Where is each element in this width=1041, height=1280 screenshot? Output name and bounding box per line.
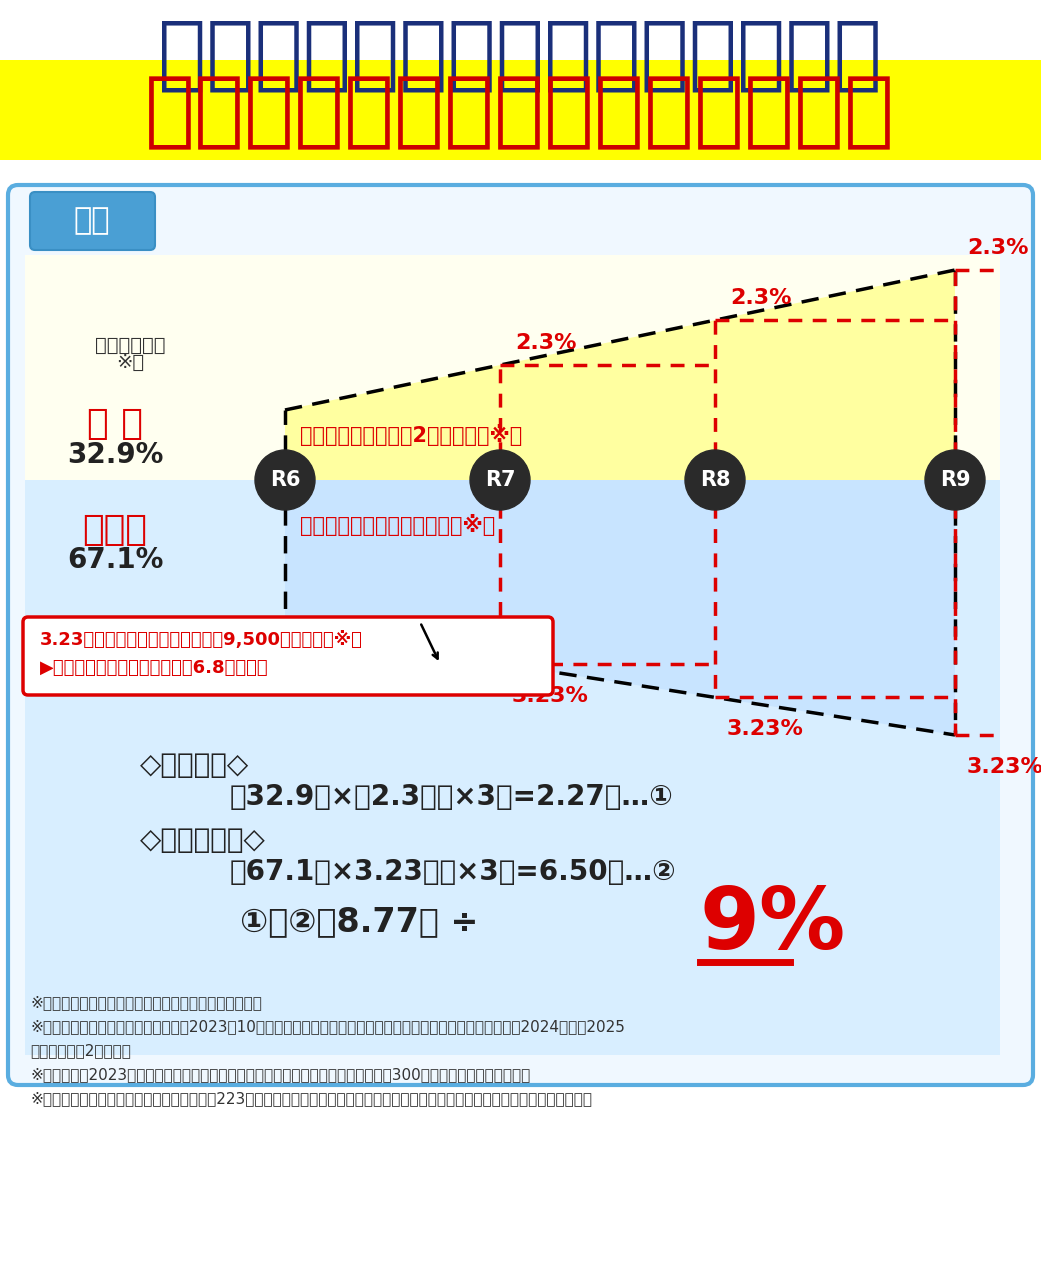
Text: ①＋②＝8.77％ ÷: ①＋②＝8.77％ ÷	[240, 905, 490, 938]
Circle shape	[469, 451, 530, 509]
Text: 年度の2か年平均: 年度の2か年平均	[30, 1043, 131, 1059]
Text: R9: R9	[940, 470, 970, 490]
Text: ※１: ※１	[116, 352, 144, 371]
FancyBboxPatch shape	[23, 617, 553, 695]
Circle shape	[685, 451, 745, 509]
Text: 日銀・物価見通し（2か年平均）※２: 日銀・物価見通し（2か年平均）※２	[300, 424, 523, 445]
Text: 春陰・賌上げ率（中小企業）※３: 春陰・賌上げ率（中小企業）※３	[300, 515, 496, 536]
Text: ※４　社会保障審議会介護給付費分科会（第223回）・厚生労働省「賃金構造基本統計調査による介護職員の賃金の推移」を基に作成: ※４ 社会保障審議会介護給付費分科会（第223回）・厚生労働省「賃金構造基本統計…	[30, 1091, 592, 1106]
FancyBboxPatch shape	[25, 255, 240, 480]
Text: 32.9%: 32.9%	[67, 442, 163, 468]
Circle shape	[255, 451, 315, 509]
Text: 特養費用割合: 特養費用割合	[95, 335, 166, 355]
Text: 9%: 9%	[700, 883, 846, 966]
FancyBboxPatch shape	[240, 480, 1000, 1055]
Text: 経 費: 経 費	[87, 407, 143, 442]
Text: 2.3%: 2.3%	[730, 288, 791, 308]
Text: 2.3%: 2.3%	[967, 238, 1029, 259]
FancyBboxPatch shape	[8, 186, 1033, 1085]
FancyBboxPatch shape	[240, 255, 1000, 480]
FancyBboxPatch shape	[25, 480, 240, 1055]
Polygon shape	[285, 480, 955, 735]
Text: （67.1％×3.23％）×3年=6.50％…②: （67.1％×3.23％）×3年=6.50％…②	[230, 858, 677, 886]
FancyBboxPatch shape	[0, 0, 1041, 150]
Text: ◇賌上げ相当◇: ◇賌上げ相当◇	[139, 826, 265, 854]
Text: 人件費: 人件費	[82, 513, 148, 547]
Text: 表１: 表１	[74, 206, 110, 236]
Text: （32.9％×　2.3％）×3年=2.27％…①: （32.9％× 2.3％）×3年=2.27％…①	[230, 783, 674, 812]
Text: ※２　日銀「経済・物価情勢の展望（2023年10月）」消費者物価指数（除く生鮮食品）政策委員見通し中央値の2024年度と2025: ※２ 日銀「経済・物価情勢の展望（2023年10月）」消費者物価指数（除く生鮮食…	[30, 1019, 625, 1034]
Text: ※３　連合「2023春季生活闘争　第７回（最終）回答集計結果について」組合員数300人未満定昇相当込み賌上げ: ※３ 連合「2023春季生活闘争 第７回（最終）回答集計結果について」組合員数3…	[30, 1068, 530, 1082]
Text: ※１　全国老施協「収支状況等調査」（令和３年度分）: ※１ 全国老施協「収支状況等調査」（令和３年度分）	[30, 995, 262, 1010]
Text: 3.23%: 3.23%	[512, 686, 589, 705]
FancyBboxPatch shape	[0, 60, 1041, 160]
Circle shape	[925, 451, 985, 509]
Text: ◇物価相当◇: ◇物価相当◇	[139, 751, 249, 780]
Text: R8: R8	[700, 470, 730, 490]
Text: 3.23%: 3.23%	[727, 719, 804, 740]
Polygon shape	[285, 270, 955, 480]
Text: R7: R7	[485, 470, 515, 490]
Text: 3.23%: 3.23%	[967, 756, 1041, 777]
Text: 67.1%: 67.1%	[67, 547, 163, 573]
Text: 物価高騰と賌上げに対応するため: 物価高騰と賌上げに対応するため	[158, 15, 882, 93]
Text: ▶全産業平均と介護職の格差は6.8万円／月: ▶全産業平均と介護職の格差は6.8万円／月	[40, 659, 269, 677]
Text: 3.23％の引き上げは介護職給与の9,500円／月相当※４: 3.23％の引き上げは介護職給与の9,500円／月相当※４	[40, 631, 363, 649]
Text: プラス９％の報酉改定の実現を！: プラス９％の報酉改定の実現を！	[145, 72, 895, 152]
FancyBboxPatch shape	[30, 192, 155, 250]
Text: R6: R6	[270, 470, 300, 490]
Text: 2.3%: 2.3%	[515, 333, 577, 353]
